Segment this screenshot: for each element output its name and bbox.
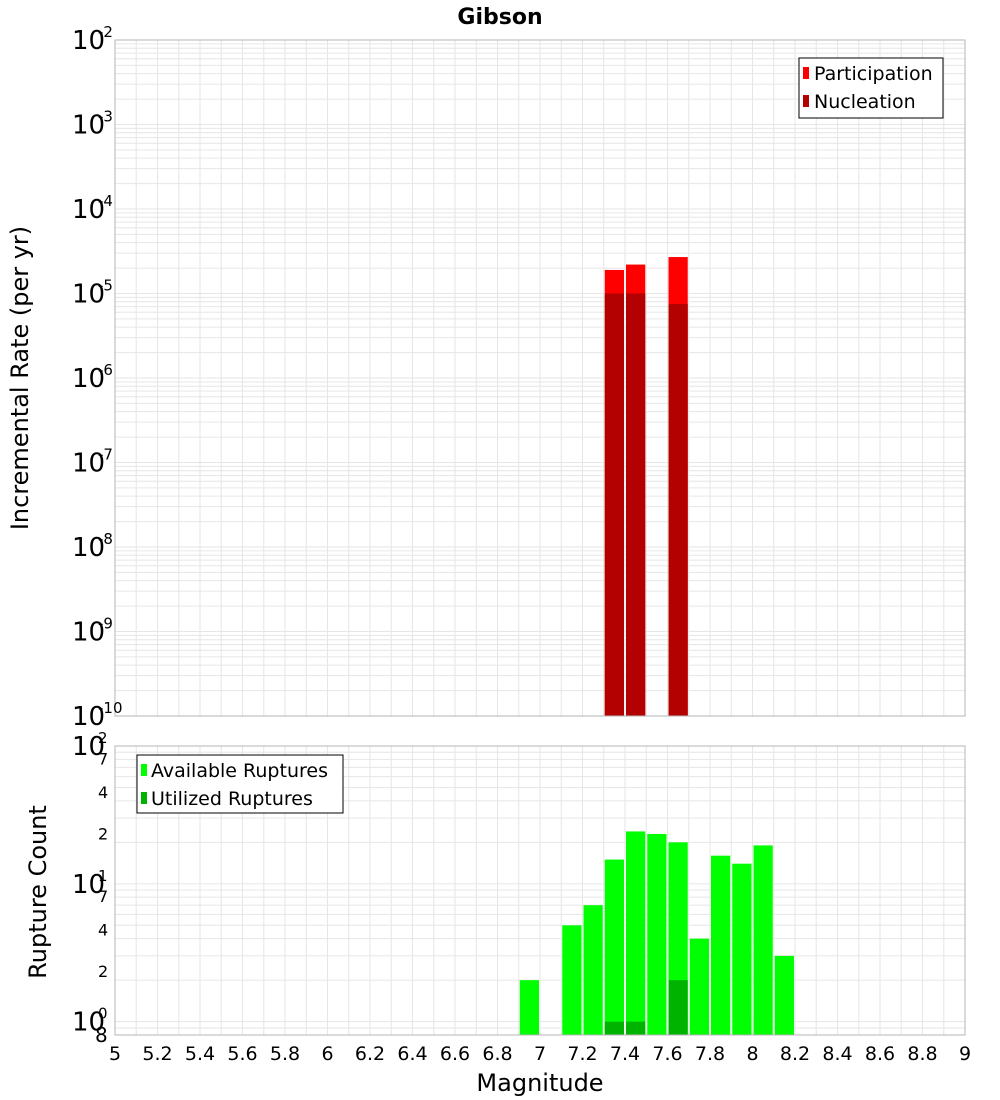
top-y-tick-label: 10 (72, 449, 105, 479)
bar-available-ruptures (562, 925, 582, 1035)
bottom-legend-box (136, 754, 344, 814)
legend-label-utilized: Utilized Ruptures (151, 788, 313, 810)
legend-label-nucleation: Nucleation (814, 91, 916, 113)
x-tick-label: 5 (109, 1043, 121, 1065)
top-legend-box (798, 57, 944, 119)
x-tick-label: 8.2 (780, 1043, 810, 1065)
top-y-tick-label: 10 (72, 533, 105, 563)
x-tick-label: 7 (534, 1043, 546, 1065)
bar-nucleation (604, 293, 624, 716)
x-tick-label: 6 (321, 1043, 333, 1065)
bar-nucleation (668, 304, 688, 716)
bar-available-ruptures (519, 980, 539, 1035)
x-tick-label: 7.6 (652, 1043, 682, 1065)
chart-title: Gibson (457, 5, 542, 30)
x-axis-label: Magnitude (476, 1069, 603, 1097)
top-y-tick-exponent: -2 (98, 23, 113, 41)
top-y-tick-exponent: -3 (98, 108, 113, 126)
top-y-axis-label: Incremental Rate (per yr) (6, 226, 34, 530)
x-tick-label: 8.8 (907, 1043, 937, 1065)
legend-label-available: Available Ruptures (151, 760, 328, 782)
x-tick-label: 5.4 (185, 1043, 215, 1065)
x-tick-label: 7.4 (610, 1043, 640, 1065)
bar-nucleation (626, 293, 646, 716)
x-tick-label: 6.8 (482, 1043, 512, 1065)
top-y-tick-label: 10 (72, 111, 105, 141)
top-y-tick-exponent: -6 (98, 361, 113, 379)
top-bars (604, 257, 688, 716)
bottom-y-tick-exponent: 1 (98, 867, 108, 885)
bar-available-ruptures (774, 955, 794, 1035)
x-tick-label: 8 (746, 1043, 758, 1065)
bottom-y-tick-label: 4 (98, 783, 108, 802)
top-grid (114, 39, 966, 717)
top-y-tick-label: 10 (72, 26, 105, 56)
x-tick-labels: 5 5.2 5.4 5.6 5.8 6 6.2 6.4 6.6 6.8 7 7.2 7.4 7.6 7.8 8… (109, 1043, 971, 1065)
bar-available-ruptures (604, 859, 624, 1035)
x-tick-label: 6.6 (440, 1043, 470, 1065)
bottom-y-axis-bottom-label: 8 (95, 1023, 108, 1047)
bottom-plot-frame (114, 745, 966, 1036)
legend-swatch-participation (803, 67, 809, 79)
bottom-y-tick-label: 10 (72, 732, 105, 762)
legend-swatch-utilized (141, 792, 147, 804)
x-tick-label: 6.4 (397, 1043, 427, 1065)
bottom-y-tick-label: 2 (98, 824, 108, 843)
top-plot-frame (114, 39, 966, 717)
bottom-y-tick-exponent: 2 (98, 729, 108, 747)
top-y-tick-exponent: -10 (98, 699, 123, 717)
bar-utilized-ruptures (626, 1021, 646, 1035)
bottom-y-tick-label: 4 (98, 921, 108, 940)
bar-available-ruptures (711, 855, 731, 1035)
top-y-tick-label: 10 (72, 618, 105, 648)
legend-swatch-available (141, 764, 147, 776)
top-y-tick-label: 10 (72, 280, 105, 310)
bottom-y-tick-label: 7 (98, 749, 108, 768)
x-tick-label: 5.8 (270, 1043, 300, 1065)
bar-utilized-ruptures (668, 980, 688, 1035)
x-tick-label: 8.6 (865, 1043, 895, 1065)
top-y-tick-exponent: -5 (98, 277, 113, 295)
top-y-tick-exponent: -9 (98, 615, 113, 633)
legend-label-participation: Participation (814, 63, 933, 85)
bar-available-ruptures (689, 938, 709, 1035)
x-tick-label: 5.2 (142, 1043, 172, 1065)
bar-available-ruptures (753, 845, 773, 1035)
bottom-y-tick-label: 10 (72, 1008, 105, 1038)
top-y-tick-exponent: -7 (98, 446, 113, 464)
bottom-y-axis-label: Rupture Count (24, 805, 52, 979)
x-tick-label: 7.2 (567, 1043, 597, 1065)
x-tick-label: 7.8 (695, 1043, 725, 1065)
top-y-tick-label: 10 (72, 195, 105, 225)
x-tick-label: 8.4 (822, 1043, 852, 1065)
bottom-y-tick-label: 7 (98, 887, 108, 906)
top-y-tick-label: 10 (72, 364, 105, 394)
top-y-tick-exponent: -8 (98, 530, 113, 548)
bottom-bars (519, 831, 794, 1035)
bar-available-ruptures (583, 905, 603, 1035)
bar-available-ruptures (626, 831, 646, 1035)
x-tick-label: 9 (959, 1043, 971, 1065)
bottom-y-tick-label: 10 (72, 870, 105, 900)
bottom-y-tick-exponent: 0 (98, 1005, 108, 1023)
legend-swatch-nucleation (803, 95, 809, 107)
bar-utilized-ruptures (604, 1021, 624, 1035)
x-tick-label: 5.6 (227, 1043, 257, 1065)
bottom-y-tick-label: 2 (98, 962, 108, 981)
top-y-tick-exponent: -4 (98, 192, 113, 210)
bar-available-ruptures (647, 833, 667, 1035)
top-legend: Participation Nucleation (798, 57, 944, 119)
x-tick-label: 6.2 (355, 1043, 385, 1065)
bottom-legend: Available Ruptures Utilized Ruptures (136, 754, 344, 814)
bar-available-ruptures (732, 863, 752, 1035)
top-y-tick-label: 10 (72, 702, 105, 732)
